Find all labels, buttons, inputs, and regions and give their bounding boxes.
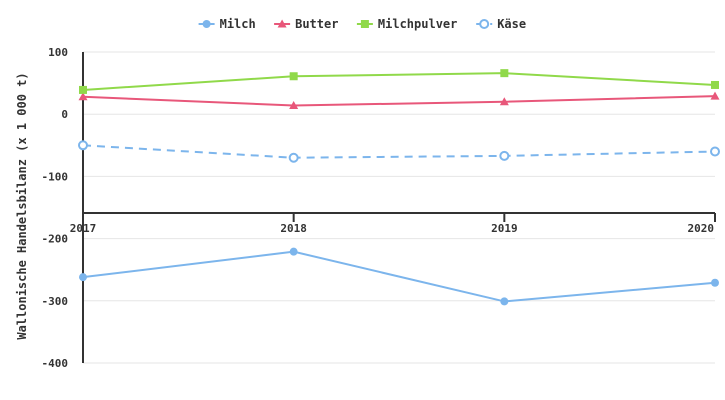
y-tick-label: -200 — [42, 233, 69, 246]
legend-item[interactable]: Käse — [476, 17, 526, 31]
legend-marker — [202, 20, 211, 28]
data-point[interactable] — [710, 91, 720, 100]
legend-item[interactable]: Butter — [274, 17, 338, 31]
series-milchpulver — [79, 69, 719, 94]
series-k-se — [78, 140, 720, 163]
data-point[interactable] — [289, 100, 299, 109]
y-tick-label: -300 — [42, 295, 69, 308]
legend-label: Milchpulver — [378, 17, 457, 31]
series-butter — [78, 91, 720, 109]
data-point[interactable] — [710, 146, 720, 157]
data-point[interactable] — [78, 92, 88, 101]
grid-lines — [83, 51, 715, 364]
data-point[interactable] — [500, 297, 509, 306]
legend-label: Milch — [220, 17, 256, 31]
data-point[interactable] — [79, 85, 87, 94]
series-line[interactable] — [82, 144, 716, 159]
legend-item[interactable]: Milch — [198, 17, 256, 31]
y-axis-title: Wallonische Handelsbilanz (x 1 000 t) — [15, 72, 29, 339]
legend-marker — [479, 19, 490, 29]
data-point[interactable] — [79, 273, 87, 282]
x-tick-label: 2017 — [70, 222, 97, 235]
series-line[interactable] — [82, 95, 716, 107]
legend-marker — [277, 19, 287, 28]
data-point[interactable] — [78, 140, 88, 151]
y-tick-label: -100 — [42, 170, 69, 183]
y-tick-label: 100 — [48, 46, 68, 59]
series-line[interactable] — [82, 250, 716, 303]
legend-marker — [360, 20, 369, 28]
y-tick-label: 0 — [61, 108, 68, 121]
axes: 100 0 -100 -200 -300 -400 2017 2018 2019 2020 — [42, 46, 716, 370]
x-tick-label: 2019 — [491, 222, 518, 235]
data-point[interactable] — [289, 247, 298, 256]
legend[interactable]: Milch Butter Milchpulver Käse — [198, 17, 527, 31]
data-point[interactable] — [289, 72, 298, 81]
data-point[interactable] — [499, 150, 510, 161]
data-point[interactable] — [711, 80, 719, 89]
legend-label: Butter — [295, 17, 338, 31]
series — [78, 69, 720, 306]
y-tick-label: -400 — [42, 357, 69, 370]
series-line[interactable] — [82, 72, 716, 91]
data-point[interactable] — [500, 69, 509, 78]
series-milch — [79, 247, 719, 306]
data-point[interactable] — [711, 278, 719, 287]
legend-item[interactable]: Milchpulver — [356, 17, 457, 31]
data-point[interactable] — [499, 97, 509, 106]
x-tick-label: 2018 — [280, 222, 307, 235]
x-tick-label: 2020 — [688, 222, 715, 235]
data-point[interactable] — [288, 152, 299, 163]
legend-label: Käse — [497, 17, 526, 31]
